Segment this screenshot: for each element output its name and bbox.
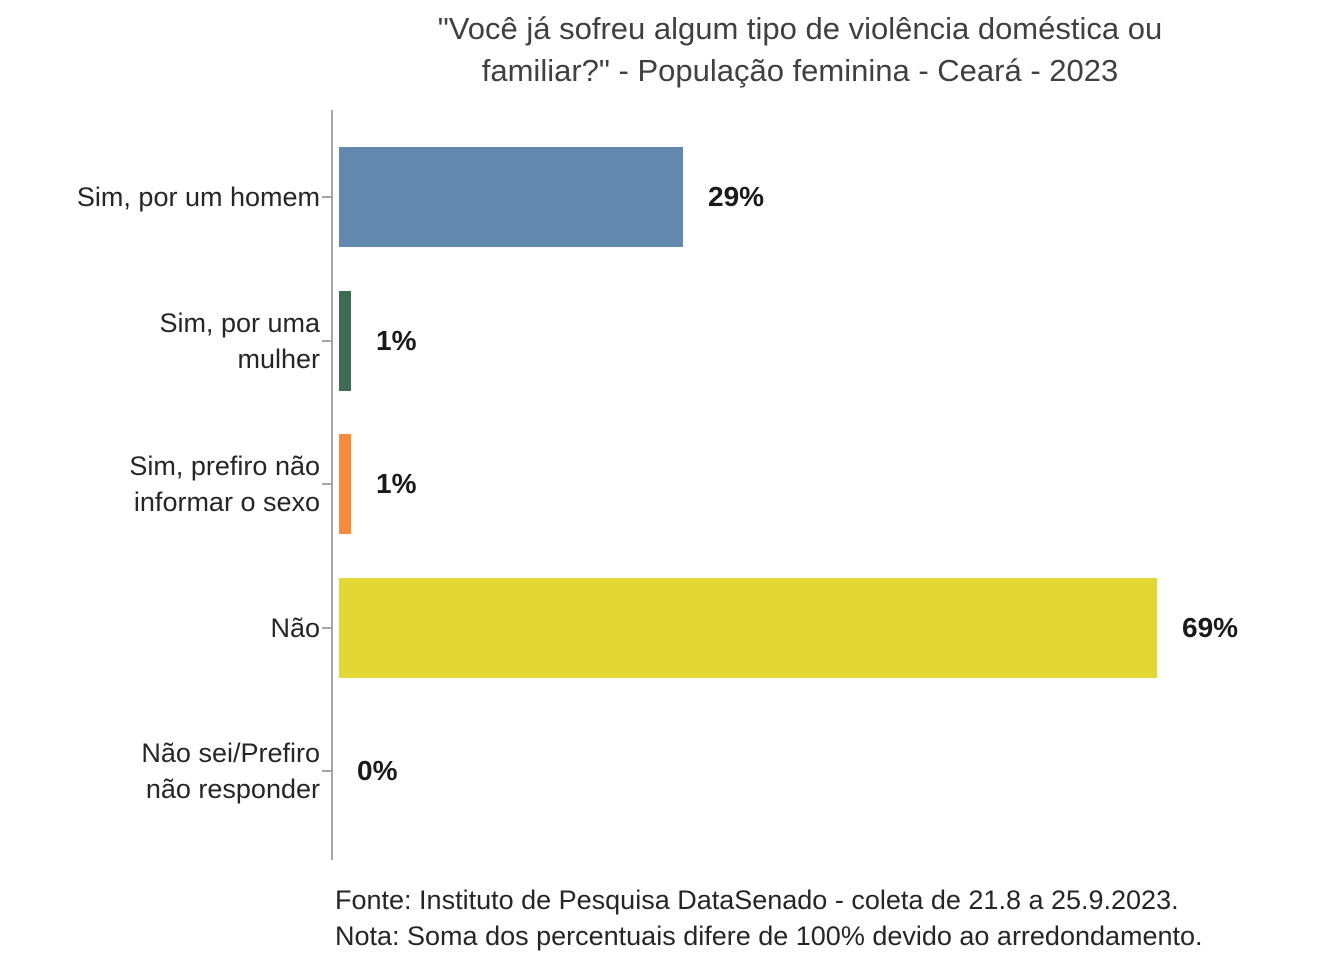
y-axis-line: [331, 110, 333, 860]
bar-3: [339, 577, 1157, 678]
bar-0: [339, 147, 683, 247]
chart-title-line-1: "Você já sofreu algum tipo de violência …: [437, 11, 1163, 46]
category-label-4: Não sei/Prefiro não responder: [141, 738, 320, 804]
bar-1: [339, 290, 351, 391]
bar-2: [339, 434, 351, 534]
value-label-0: 29%: [708, 181, 765, 212]
y-axis-tick: [322, 626, 331, 629]
y-axis-tick: [322, 339, 331, 342]
y-axis-tick: [322, 483, 331, 485]
value-label-4: 0%: [357, 755, 398, 786]
source-note: Fonte: Instituto de Pesquisa DataSenado …: [335, 885, 1179, 915]
chart-title-line-2: familiar?" - População feminina - Ceará …: [481, 53, 1119, 88]
category-label-0: Sim, por um homem: [76, 182, 320, 212]
chart-footer: Fonte: Instituto de Pesquisa DataSenado …: [335, 882, 1335, 954]
y-axis-tick: [322, 196, 331, 198]
y-axis-tick: [322, 770, 331, 772]
category-label-3: Não: [270, 612, 320, 643]
category-label-2: Sim, prefiro não informar o sexo: [129, 451, 320, 517]
value-label-2: 1%: [376, 468, 417, 499]
value-label-1: 1%: [376, 324, 417, 356]
category-label-1: Sim, por uma mulher: [159, 307, 320, 374]
value-label-3: 69%: [1182, 611, 1239, 643]
chart-title: "Você já sofreu algum tipo de violência …: [256, 8, 1344, 92]
rounding-note: Nota: Soma dos percentuais difere de 100…: [335, 921, 1203, 951]
